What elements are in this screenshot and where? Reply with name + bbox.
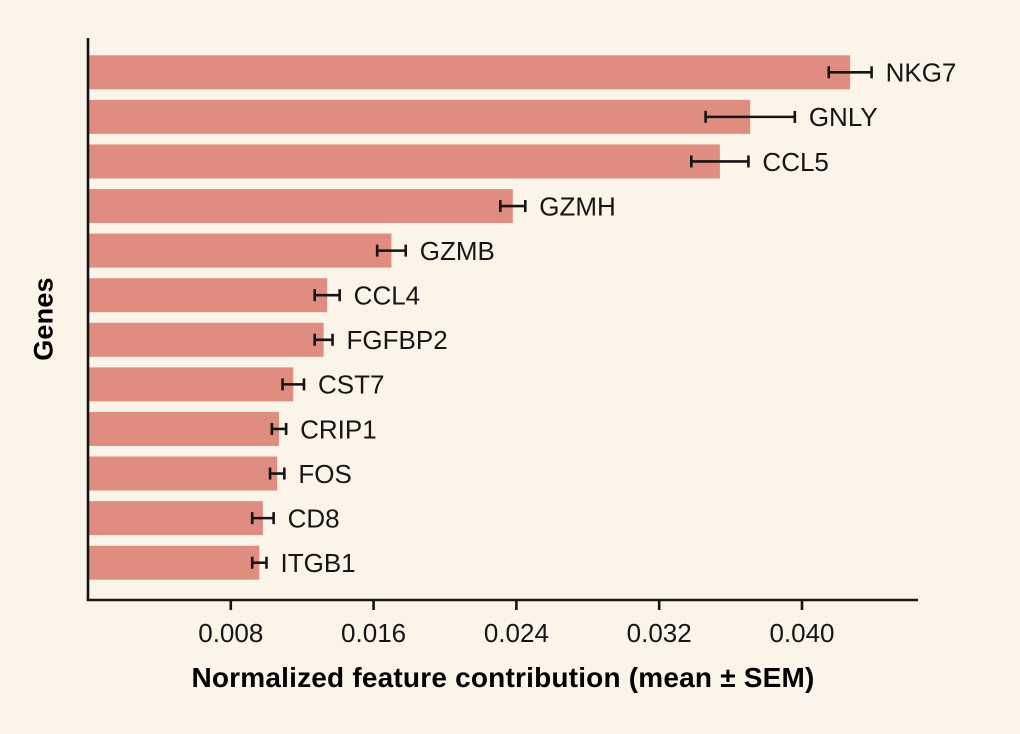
- bar-gnly: [88, 99, 751, 134]
- gene-label-crip1: CRIP1: [300, 414, 377, 444]
- gene-label-ccl5: CCL5: [762, 147, 828, 177]
- gene-label-fgfbp2: FGFBP2: [347, 325, 448, 355]
- bar-crip1: [88, 411, 279, 446]
- gene-label-gzmh: GZMH: [539, 191, 616, 221]
- gene-label-ccl4: CCL4: [354, 281, 420, 311]
- bar-fos: [88, 456, 278, 491]
- bar-cst7: [88, 367, 294, 402]
- bar-cd8: [88, 501, 263, 536]
- bar-ccl5: [88, 144, 720, 179]
- gene-label-nkg7: NKG7: [886, 58, 957, 88]
- gene-label-gzmb: GZMB: [420, 236, 495, 266]
- bar-gzmh: [88, 189, 513, 224]
- bar-fgfbp2: [88, 322, 324, 357]
- x-tick-label-4: 0.040: [769, 618, 834, 648]
- gene-label-fos: FOS: [298, 459, 351, 489]
- gene-label-cd8: CD8: [288, 503, 340, 533]
- bar-ccl4: [88, 278, 328, 313]
- x-tick-label-0: 0.008: [198, 618, 263, 648]
- gene-label-gnly: GNLY: [809, 102, 878, 132]
- gene-label-itgb1: ITGB1: [280, 548, 355, 578]
- x-tick-label-2: 0.024: [484, 618, 549, 648]
- x-tick-label-3: 0.032: [627, 618, 692, 648]
- x-tick-label-1: 0.016: [341, 618, 406, 648]
- x-axis-title: Normalized feature contribution (mean ± …: [191, 662, 815, 693]
- bar-itgb1: [88, 545, 260, 580]
- bar-gzmb: [88, 233, 392, 268]
- gene-label-cst7: CST7: [318, 370, 384, 400]
- bar-nkg7: [88, 55, 851, 90]
- y-axis-title: Genes: [28, 277, 59, 361]
